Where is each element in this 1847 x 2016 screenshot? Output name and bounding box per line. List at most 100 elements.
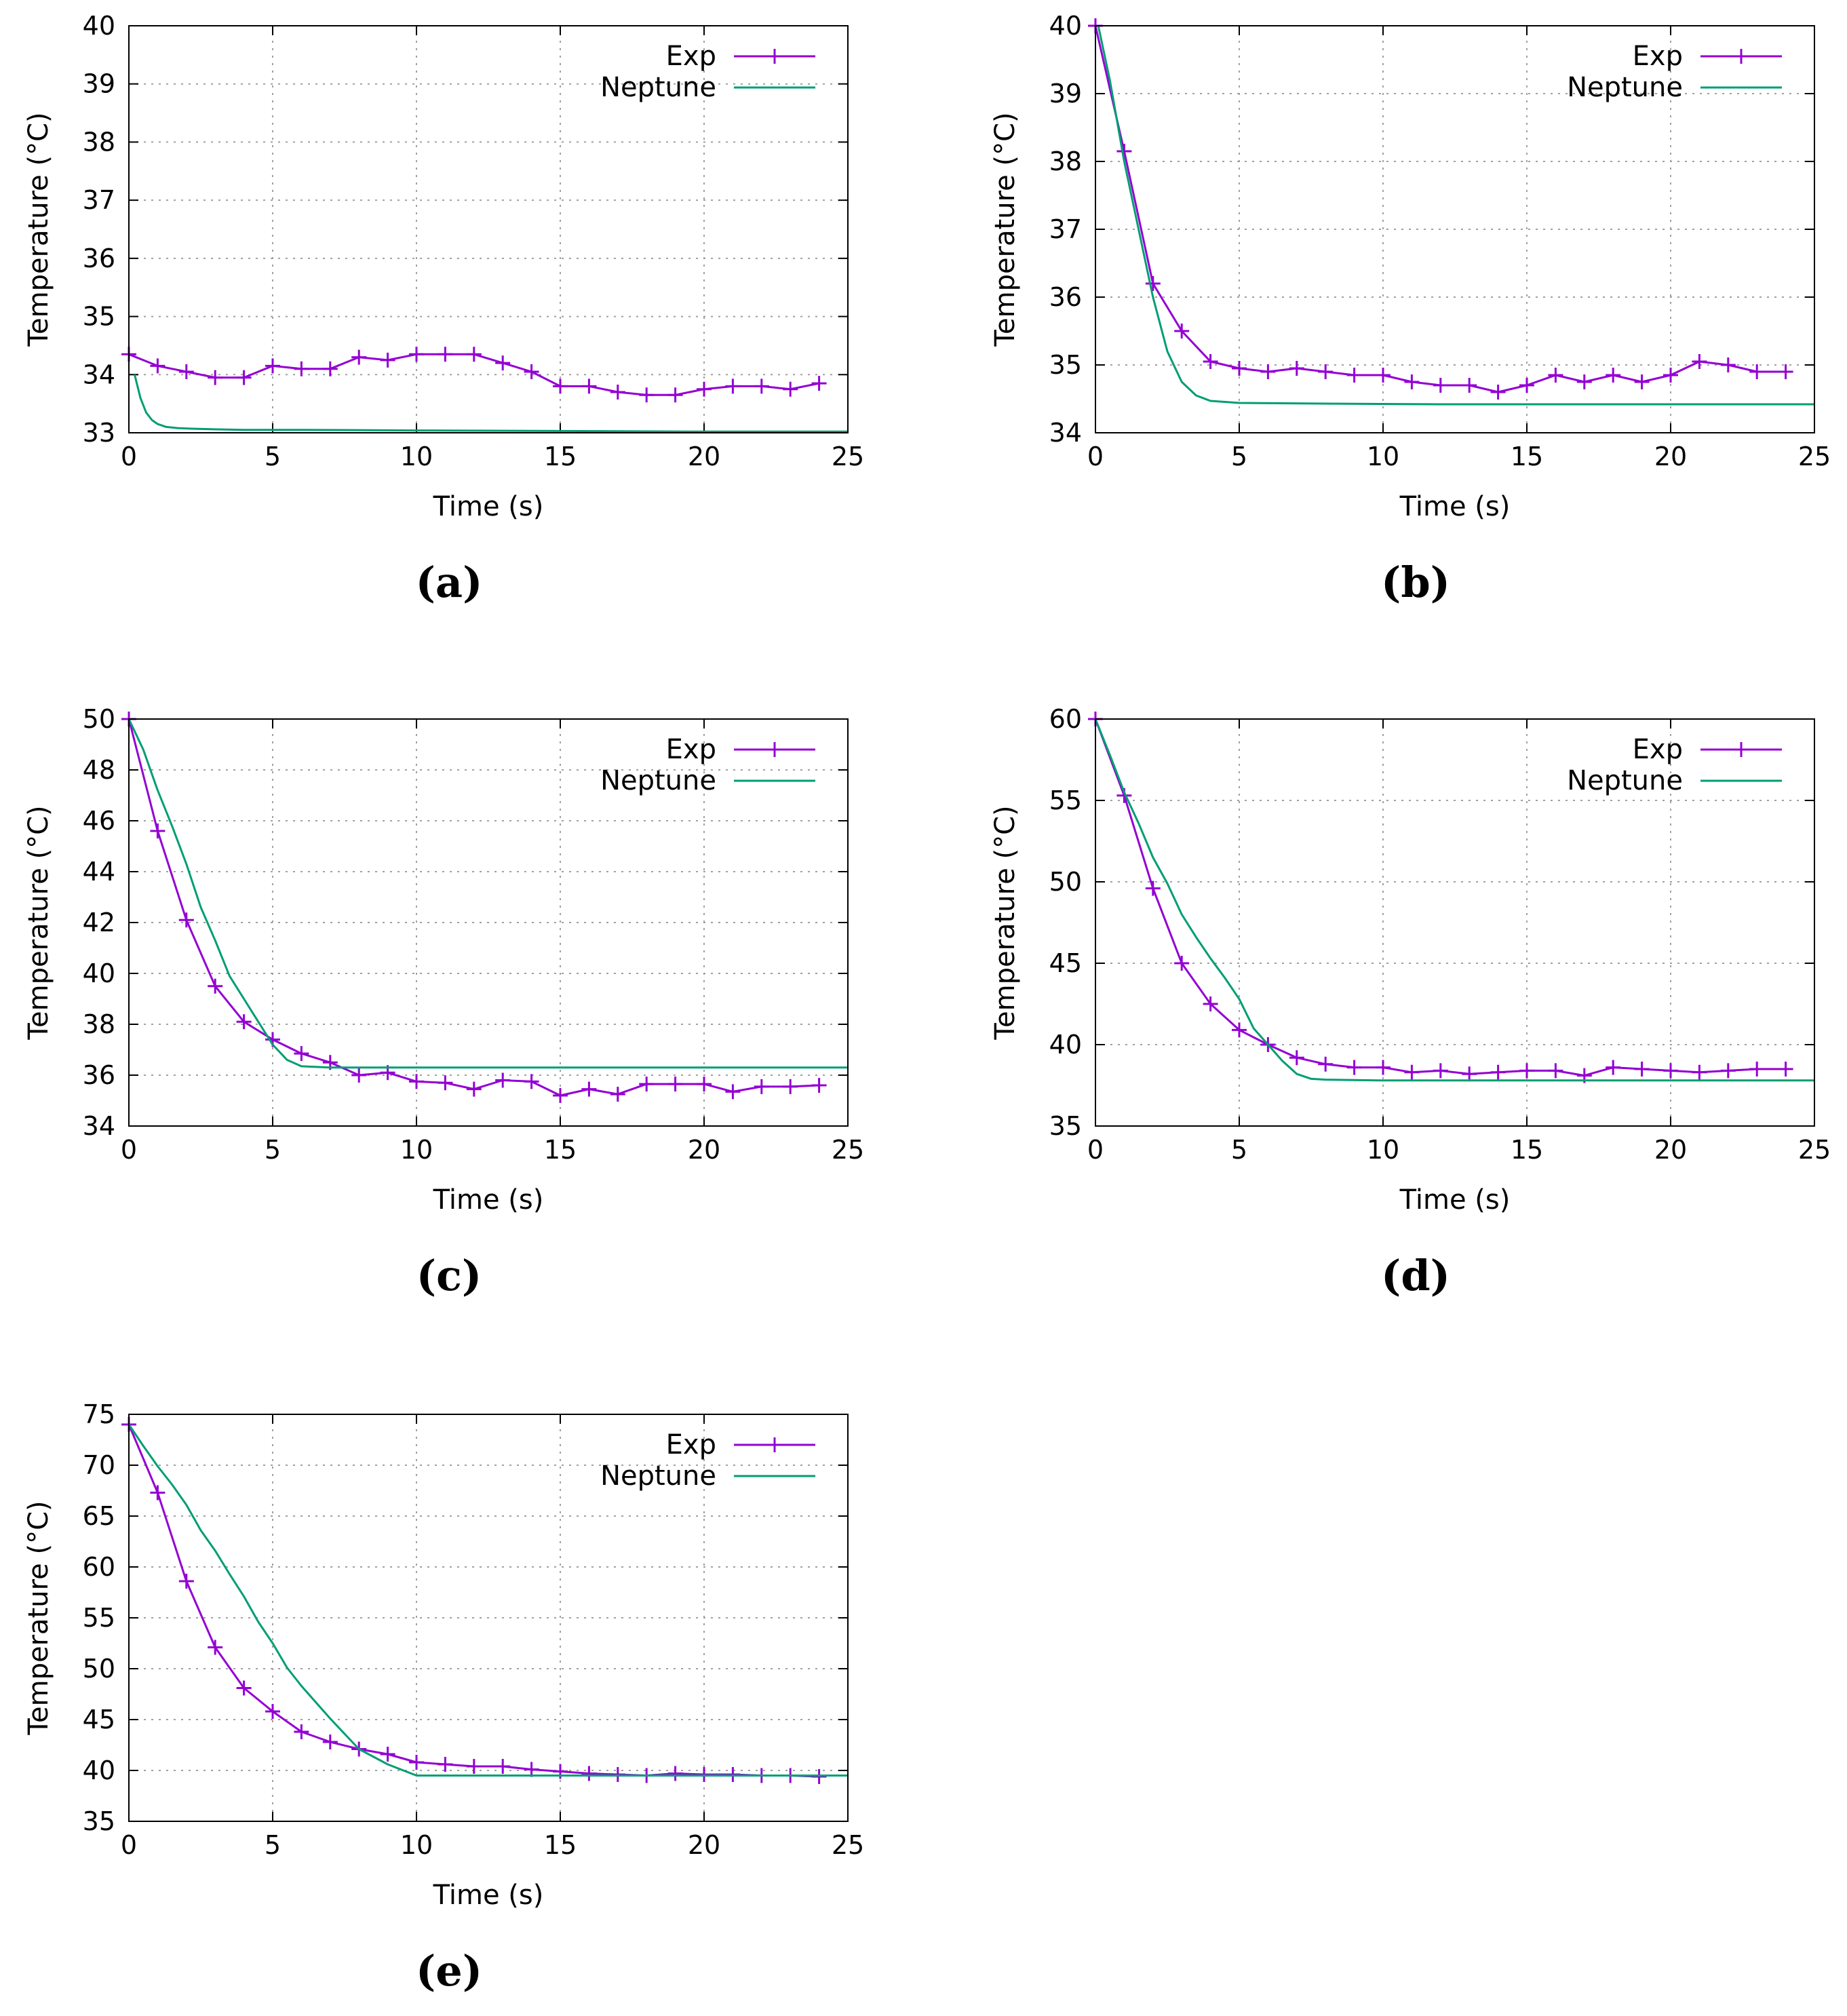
data-point-exp bbox=[1720, 1063, 1736, 1079]
data-point-exp bbox=[524, 364, 539, 379]
y-tick-label: 38 bbox=[1049, 147, 1082, 176]
y-tick-label: 34 bbox=[1049, 418, 1082, 448]
data-point-exp bbox=[639, 1077, 655, 1092]
data-point-exp bbox=[1318, 1056, 1334, 1072]
data-point-exp bbox=[294, 1724, 309, 1739]
data-point-exp bbox=[1318, 364, 1334, 379]
legend-label-exp: Exp bbox=[1633, 734, 1683, 765]
y-tick-label: 75 bbox=[83, 1399, 115, 1429]
data-point-exp bbox=[1576, 374, 1592, 389]
data-point-exp bbox=[1663, 1063, 1678, 1079]
data-point-exp bbox=[667, 1077, 683, 1092]
x-tick-label: 20 bbox=[1654, 442, 1687, 471]
data-point-exp bbox=[610, 1087, 625, 1102]
x-tick-label: 10 bbox=[400, 442, 433, 471]
y-tick-label: 40 bbox=[83, 11, 115, 41]
data-point-exp bbox=[236, 1680, 252, 1696]
data-point-exp bbox=[265, 1704, 280, 1719]
data-point-exp bbox=[322, 1734, 338, 1749]
data-point-exp bbox=[553, 1764, 568, 1779]
series-line-neptune bbox=[134, 374, 848, 433]
plot-area bbox=[121, 712, 848, 1103]
series-line-neptune bbox=[128, 718, 848, 1069]
y-tick-label: 60 bbox=[83, 1552, 115, 1582]
data-point-exp bbox=[1433, 378, 1448, 393]
data-point-exp bbox=[754, 1079, 769, 1094]
data-point-exp bbox=[1634, 374, 1650, 389]
legend-label-exp: Exp bbox=[1633, 41, 1683, 72]
x-tick-label: 5 bbox=[1231, 442, 1247, 471]
y-tick-label: 55 bbox=[1049, 786, 1082, 815]
data-point-exp bbox=[351, 1068, 367, 1083]
x-tick-label: 10 bbox=[1367, 442, 1399, 471]
y-tick-label: 40 bbox=[83, 958, 115, 988]
data-point-exp bbox=[1462, 378, 1477, 393]
y-tick-label: 50 bbox=[1049, 867, 1082, 897]
legend-label-neptune: Neptune bbox=[600, 72, 716, 103]
data-point-exp bbox=[466, 1759, 482, 1774]
y-tick-label: 48 bbox=[83, 755, 115, 785]
data-point-exp bbox=[639, 387, 655, 403]
data-point-exp bbox=[236, 370, 252, 385]
data-point-exp bbox=[1548, 368, 1563, 383]
panel-label-d: (d) bbox=[1381, 1251, 1450, 1300]
data-point-exp bbox=[208, 978, 223, 994]
legend-label-exp: Exp bbox=[666, 734, 716, 765]
series-line-neptune bbox=[1097, 25, 1814, 406]
y-tick-label: 37 bbox=[83, 185, 115, 215]
legend-marker-exp bbox=[1734, 49, 1749, 64]
data-point-exp bbox=[1404, 374, 1420, 389]
y-tick-label: 50 bbox=[83, 1654, 115, 1684]
data-point-exp bbox=[1376, 368, 1391, 383]
data-point-exp bbox=[1289, 1050, 1304, 1066]
y-tick-label: 36 bbox=[1049, 282, 1082, 312]
legend-label-neptune: Neptune bbox=[1567, 765, 1683, 796]
x-tick-label: 0 bbox=[121, 1830, 137, 1860]
data-point-exp bbox=[1490, 385, 1506, 400]
data-point-exp bbox=[438, 347, 453, 362]
y-tick-label: 55 bbox=[83, 1603, 115, 1633]
x-tick-label: 10 bbox=[1367, 1135, 1399, 1165]
y-tick-label: 35 bbox=[1049, 350, 1082, 380]
y-tick-label: 40 bbox=[1049, 11, 1082, 41]
x-tick-label: 20 bbox=[688, 1830, 720, 1860]
data-point-exp bbox=[178, 364, 194, 379]
data-point-exp bbox=[1232, 1022, 1247, 1038]
plot-area bbox=[1088, 712, 1814, 1083]
data-point-exp bbox=[610, 385, 625, 400]
data-point-exp bbox=[811, 376, 827, 391]
data-point-exp bbox=[667, 1766, 683, 1781]
y-tick-label: 34 bbox=[83, 1111, 115, 1141]
data-point-exp bbox=[1260, 364, 1276, 379]
y-tick-label: 39 bbox=[1049, 79, 1082, 109]
x-tick-label: 15 bbox=[544, 442, 577, 471]
x-tick-label: 20 bbox=[1654, 1135, 1687, 1165]
y-tick-label: 35 bbox=[83, 302, 115, 332]
data-point-exp bbox=[380, 1747, 395, 1762]
plot-area bbox=[1088, 18, 1814, 406]
chart-e: 0 5 10 15 20 25 35 40 45 50 55 60 65 70 75 Time (s) Temp… bbox=[23, 1399, 864, 1996]
y-axis-label: Temperature (°C) bbox=[23, 112, 54, 347]
data-point-exp bbox=[783, 1079, 798, 1094]
data-point-exp bbox=[581, 1081, 597, 1097]
data-point-exp bbox=[1174, 956, 1190, 971]
plot-area bbox=[121, 347, 848, 433]
y-tick-label: 38 bbox=[83, 1009, 115, 1039]
data-point-exp bbox=[150, 823, 166, 838]
data-point-exp bbox=[553, 1088, 568, 1103]
data-point-exp bbox=[1203, 996, 1218, 1011]
y-tick-label: 40 bbox=[1049, 1030, 1082, 1060]
x-tick-label: 5 bbox=[1231, 1135, 1247, 1165]
x-tick-label: 10 bbox=[400, 1135, 433, 1165]
y-tick-label: 39 bbox=[83, 69, 115, 99]
data-point-exp bbox=[697, 381, 712, 397]
x-tick-label: 25 bbox=[832, 442, 864, 471]
legend-label-neptune: Neptune bbox=[1567, 72, 1683, 103]
chart-b: 0 5 10 15 20 25 34 35 36 37 38 39 40 Time (s) Temperat… bbox=[990, 11, 1831, 607]
x-axis-label: Time (s) bbox=[1399, 491, 1511, 522]
legend-label-exp: Exp bbox=[666, 41, 716, 72]
x-axis-label: Time (s) bbox=[433, 1184, 544, 1216]
x-tick-label: 20 bbox=[688, 1135, 720, 1165]
data-point-exp bbox=[208, 1640, 223, 1655]
panel-label-b: (b) bbox=[1381, 558, 1450, 607]
